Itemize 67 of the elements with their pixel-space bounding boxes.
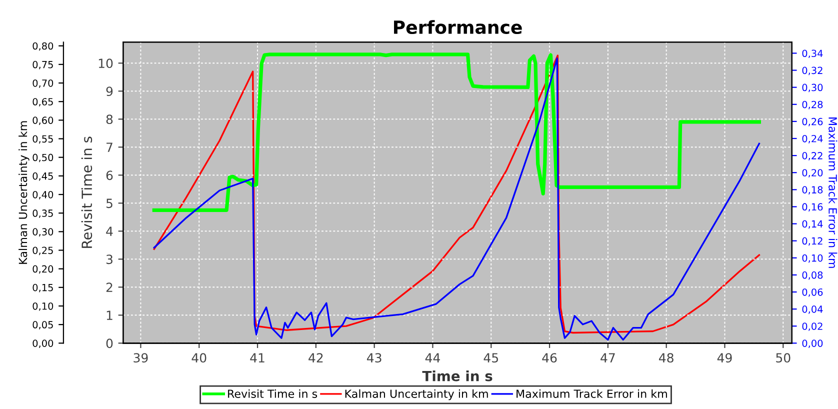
y2-axis-title: Kalman Uncertainty in km (18, 121, 30, 264)
x-tick-label: 40 (192, 353, 206, 363)
y3-tick-label: 0,24 (802, 134, 823, 144)
x-tick-label: 49 (717, 353, 732, 363)
y-tick-label: 8 (106, 114, 113, 124)
y2-tick-label: 0,05 (32, 321, 53, 330)
y3-tick-label: 0,26 (802, 118, 823, 126)
y-tick-label: 10 (98, 58, 113, 68)
y-tick-label: 3 (106, 254, 112, 264)
y3-tick-label: 0,04 (802, 306, 823, 314)
y3-tick-label: 0,32 (802, 66, 822, 76)
y-tick-label: 5 (106, 198, 112, 208)
y3-tick-label: 0,16 (802, 203, 823, 212)
y-tick-label: 1 (106, 310, 112, 320)
y2-tick-label: 0,15 (32, 284, 53, 292)
y2-tick-label: 0,20 (32, 265, 54, 274)
y2-tick-label: 0,10 (32, 302, 54, 311)
x-tick-label: 46 (542, 353, 557, 363)
y-tick-label: 4 (106, 226, 113, 236)
y3-tick-label: 0,00 (802, 340, 823, 348)
y3-tick-label: 0,14 (802, 220, 823, 229)
line-series (152, 52, 762, 212)
y-tick-label: 7 (106, 142, 112, 152)
x-tick-label: 48 (659, 353, 674, 363)
y2-tick-label: 0,50 (32, 154, 54, 162)
y3-tick-label: 0,20 (802, 169, 823, 178)
x-tick-label: 39 (134, 353, 148, 363)
y2-tick-label: 0,80 (32, 42, 54, 51)
y2-tick-label: 0,65 (32, 98, 53, 106)
x-tick-label: 47 (600, 353, 615, 362)
y-tick-label: 0 (106, 338, 113, 348)
y3-tick-label: 0,06 (802, 288, 823, 297)
y3-tick-label: 0,22 (802, 152, 822, 160)
y2-tick-label: 0,75 (32, 60, 53, 70)
x-tick-label: 50 (776, 353, 790, 363)
y2-tick-label: 0,25 (32, 246, 53, 256)
y2-tick-label: 0,45 (32, 172, 53, 181)
y3-tick-label: 0,12 (802, 237, 822, 246)
y2-tick-label: 0,35 (32, 210, 53, 218)
x-tick-label: 42 (308, 353, 323, 362)
y3-tick-label: 0,08 (802, 271, 823, 280)
y-axis-title: Revisit Time in s (81, 136, 92, 248)
y2-tick-label: 0,55 (32, 135, 53, 144)
y3-tick-label: 0,18 (802, 186, 823, 194)
chart-title: Performance (394, 20, 522, 34)
y2-tick-label: 0,30 (32, 228, 54, 236)
y3-tick-label: 0,34 (802, 50, 823, 58)
y3-tick-label: 0,10 (802, 254, 823, 263)
y3-tick-label: 0,28 (802, 100, 823, 110)
y2-tick-label: 0,60 (32, 116, 54, 125)
x-tick-label: 41 (250, 353, 264, 362)
legend-label: Kalman Uncertainty in km (345, 389, 488, 400)
y-tick-label: 2 (106, 282, 112, 292)
y-tick-label: 9 (106, 86, 113, 96)
y2-tick-label: 0,00 (32, 340, 54, 348)
x-tick-label: 44 (425, 353, 440, 362)
y-tick-label: 6 (106, 170, 113, 180)
x-tick-label: 45 (484, 353, 498, 363)
legend-label: Revisit Time in s (228, 389, 318, 398)
y3-axis-title: Maximum Track Error in km (828, 118, 838, 268)
legend-label: Maximum Track Error in km (516, 389, 667, 398)
y3-tick-label: 0,30 (802, 84, 823, 92)
x-axis-title: Time in s (422, 370, 492, 382)
x-tick-label: 43 (366, 353, 382, 363)
y2-tick-label: 0,40 (32, 190, 54, 200)
y3-tick-label: 0,02 (802, 322, 822, 331)
y2-tick-label: 0,70 (32, 79, 54, 88)
